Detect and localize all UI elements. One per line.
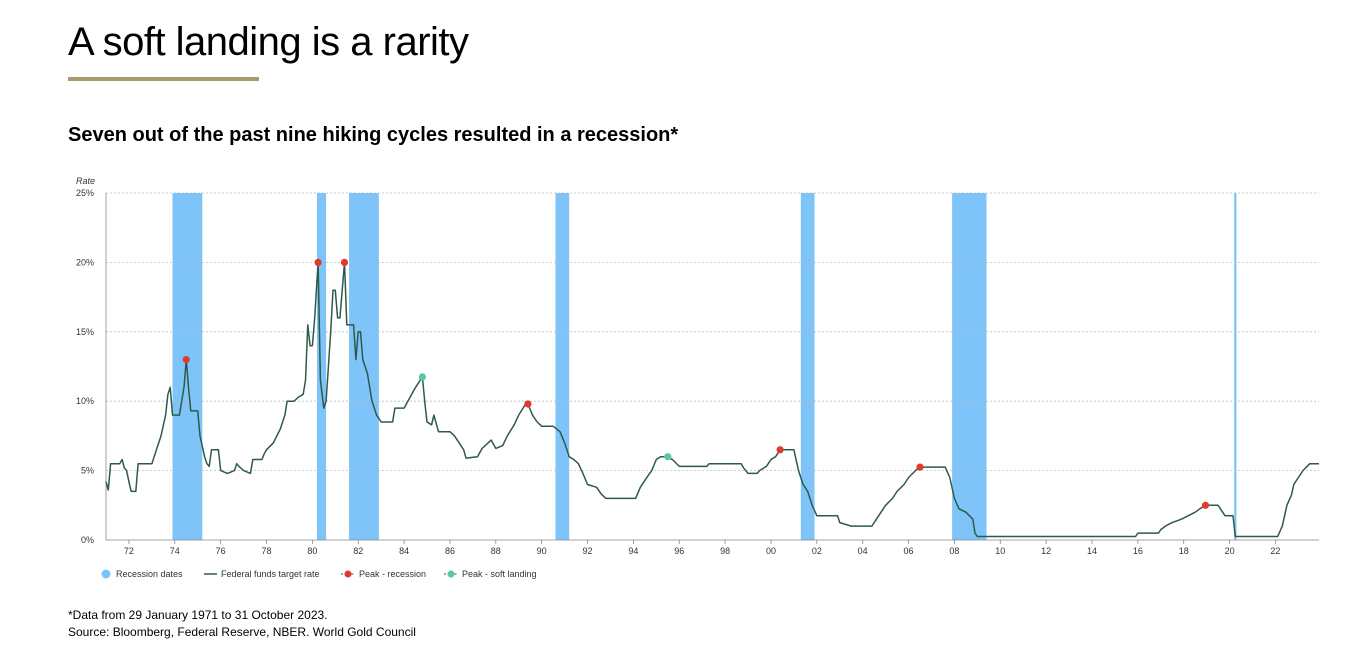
recession-bands [172,193,1237,540]
peak-recession-marker [524,400,532,408]
recession-band [1234,193,1237,540]
y-tick-label: 20% [76,257,94,267]
peak-soft-landing-marker [664,453,672,461]
peak-recession-marker [1201,501,1210,509]
x-tick-label: 14 [1087,546,1097,556]
y-axis-label: Rate [76,176,95,186]
x-tick-label: 76 [216,546,226,556]
legend-peak-recession-swatch [344,570,352,578]
chart-subtitle: Seven out of the past nine hiking cycles… [68,124,679,146]
page-title: A soft landing is a rarity [68,20,469,64]
x-tick-label: 00 [766,546,776,556]
x-tick-label: 02 [812,546,822,556]
x-tick-label: 86 [445,546,455,556]
x-tick-label: 98 [720,546,730,556]
legend-label: Peak - soft landing [462,569,537,579]
x-tick-label: 72 [124,546,134,556]
x-tick-label: 84 [399,546,409,556]
x-tick-label: 78 [262,546,272,556]
x-tick-label: 04 [858,546,868,556]
footnote-data-range: *Data from 29 January 1971 to 31 October… [68,608,328,622]
recession-band [316,193,327,540]
chart-grid [106,192,1319,472]
x-tick-label: 06 [904,546,914,556]
y-tick-label: 5% [81,466,94,476]
legend-label: Peak - recession [359,569,426,579]
recession-band [952,193,987,540]
x-tick-label: 80 [307,546,317,556]
x-tick-label: 88 [491,546,501,556]
peak-recession-marker [182,355,190,364]
y-tick-label: 15% [76,327,94,337]
peak-recession-marker [916,463,924,471]
rate-chart: 0% 5% 10% 15% 20% 25% Rate 72 74 76 78 80 82 84 86 88 90… [76,176,1319,579]
recession-band [555,193,570,540]
x-tick-label: 16 [1133,546,1143,556]
fed-funds-rate-line [105,261,1319,538]
legend-label: Federal funds target rate [221,569,320,579]
x-tick-label: 12 [1041,546,1051,556]
x-tick-label: 10 [995,546,1005,556]
x-tick-label: 08 [949,546,959,556]
y-tick-label: 10% [76,396,94,406]
chart-legend: Recession dates Federal funds target rate… [101,569,537,579]
peak-soft-landing-marker [418,373,427,381]
recession-band [800,193,815,540]
legend-peak-soft-swatch [447,570,455,578]
chart-axes: 0% 5% 10% 15% 20% 25% Rate 72 74 76 78 80 82 84 86 88 90… [76,176,1319,556]
peak-markers [182,258,1210,509]
x-tick-label: 96 [674,546,684,556]
peak-recession-marker [314,258,322,266]
x-tick-label: 92 [583,546,593,556]
x-tick-label: 22 [1270,546,1280,556]
x-tick-label: 18 [1179,546,1189,556]
x-tick-label: 90 [537,546,547,556]
x-tick-label: 74 [170,546,180,556]
footnote: *Data from 29 January 1971 to 31 October… [68,607,416,641]
x-tick-label: 20 [1225,546,1235,556]
peak-recession-marker [340,258,349,266]
recession-band [349,193,379,540]
legend-recession-swatch [101,569,111,579]
y-tick-label: 25% [76,188,94,198]
footnote-source: Source: Bloomberg, Federal Reserve, NBER… [68,625,416,639]
legend-label: Recession dates [116,569,183,579]
peak-recession-marker [776,446,784,454]
x-tick-label: 94 [628,546,638,556]
title-accent-rule [68,77,259,81]
x-tick-label: 82 [353,546,363,556]
y-tick-label: 0% [81,535,94,545]
